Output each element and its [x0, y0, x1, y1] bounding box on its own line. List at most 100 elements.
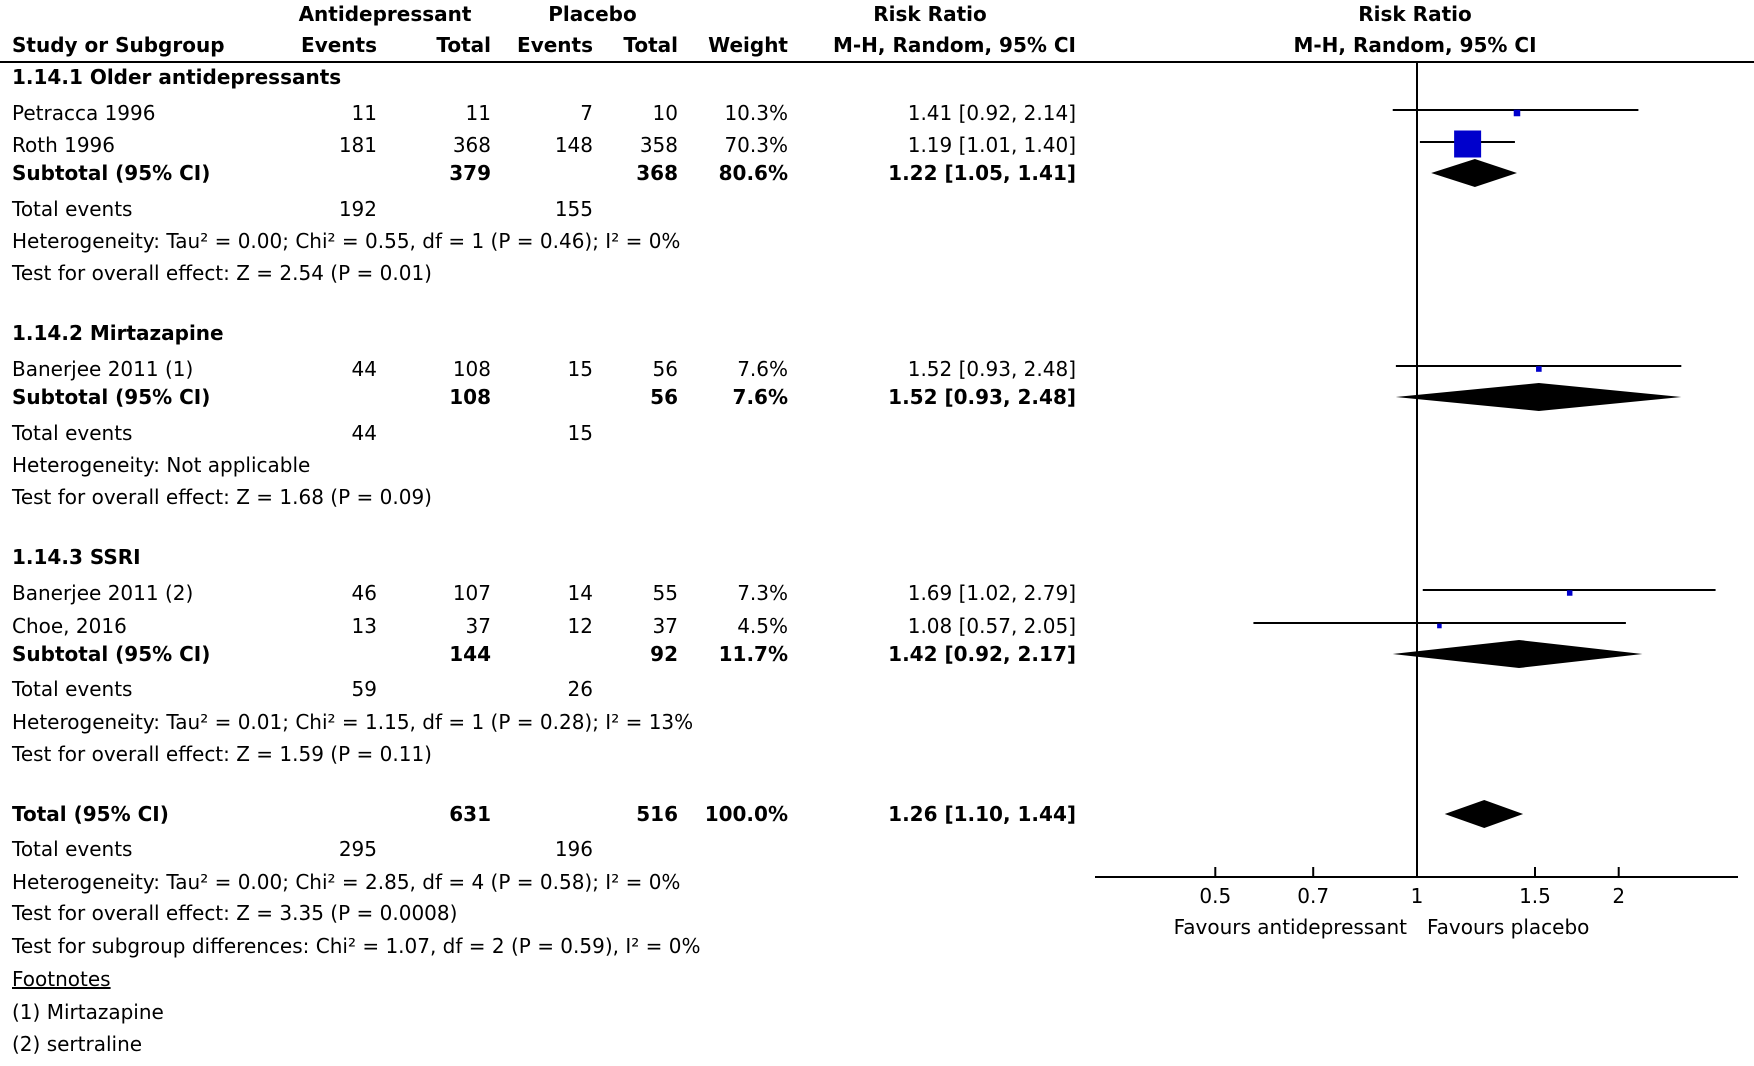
study-marker	[1513, 109, 1521, 117]
cell-pe: 15	[567, 421, 593, 445]
study-name: Banerjee 2011 (1)	[12, 357, 194, 381]
cell-weight: 100.0%	[704, 802, 788, 826]
header-study: Study or Subgroup	[12, 33, 225, 57]
subtotal-label: Subtotal (95% CI)	[12, 642, 211, 666]
cell-weight: 11.7%	[718, 642, 788, 666]
study-name: Petracca 1996	[12, 101, 156, 125]
cell-at: 144	[449, 642, 491, 666]
cell-risk-ratio: 1.52 [0.93, 2.48]	[888, 385, 1076, 409]
study-name: Choe, 2016	[12, 614, 127, 638]
pooled-diamond	[1392, 640, 1643, 668]
x-tick-label: 0.5	[1199, 884, 1231, 908]
cell-at: 107	[452, 581, 491, 605]
header-risk-ratio: Risk Ratio	[873, 2, 987, 26]
text-label: Heterogeneity: Not applicable	[12, 453, 311, 477]
cell-pt: 56	[650, 385, 678, 409]
cell-risk-ratio: 1.22 [1.05, 1.41]	[888, 161, 1076, 185]
cell-ae: 46	[351, 581, 377, 605]
text-label: Heterogeneity: Tau² = 0.00; Chi² = 2.85,…	[12, 870, 681, 894]
header-ad-total: Total	[436, 33, 491, 57]
cell-risk-ratio: 1.26 [1.10, 1.44]	[888, 802, 1076, 826]
cell-at: 379	[449, 161, 491, 185]
cell-weight: 70.3%	[724, 133, 788, 157]
favours-left-label: Favours antidepressant	[1174, 915, 1408, 939]
heading-label: 1.14.1 Older antidepressants	[12, 65, 342, 89]
text-label: Heterogeneity: Tau² = 0.01; Chi² = 1.15,…	[12, 710, 694, 734]
header-antidepressant: Antidepressant	[298, 2, 472, 26]
foothead-label: Footnotes	[12, 967, 111, 991]
cell-pt: 55	[652, 581, 678, 605]
header-weight: Weight	[708, 33, 788, 57]
study-name: Banerjee 2011 (2)	[12, 581, 194, 605]
cell-at: 11	[465, 101, 491, 125]
events-label: Total events	[12, 197, 133, 221]
cell-pt: 56	[652, 357, 678, 381]
cell-pt: 10	[652, 101, 678, 125]
cell-pt: 92	[650, 642, 678, 666]
cell-pe: 7	[580, 101, 593, 125]
cell-ae: 192	[338, 197, 377, 221]
cell-risk-ratio: 1.19 [1.01, 1.40]	[907, 133, 1076, 157]
cell-at: 631	[449, 802, 491, 826]
text-label: Test for overall effect: Z = 3.35 (P = 0…	[12, 901, 458, 925]
header-pl-events: Events	[517, 33, 593, 57]
study-marker	[1454, 130, 1482, 158]
plot-header-risk-ratio: Risk Ratio	[1358, 2, 1472, 26]
events-label: Total events	[12, 837, 133, 861]
text-label: Test for subgroup differences: Chi² = 1.…	[12, 934, 701, 958]
favours-right-label: Favours placebo	[1427, 915, 1589, 939]
events-label: Total events	[12, 421, 133, 445]
cell-pe: 12	[567, 614, 593, 638]
cell-pe: 155	[554, 197, 593, 221]
cell-weight: 80.6%	[718, 161, 788, 185]
cell-ae: 13	[351, 614, 377, 638]
cell-weight: 7.6%	[737, 357, 788, 381]
cell-ae: 59	[351, 677, 377, 701]
header-divider	[0, 61, 1754, 63]
text-label: Test for overall effect: Z = 1.59 (P = 0…	[12, 742, 432, 766]
cell-pe: 196	[554, 837, 593, 861]
x-tick-label: 2	[1612, 884, 1625, 908]
cell-pt: 358	[639, 133, 678, 157]
cell-risk-ratio: 1.42 [0.92, 2.17]	[888, 642, 1076, 666]
subtotal-label: Total (95% CI)	[12, 802, 169, 826]
cell-weight: 4.5%	[737, 614, 788, 638]
pooled-diamond	[1395, 383, 1682, 411]
plot-header-method: M-H, Random, 95% CI	[1293, 33, 1537, 57]
cell-pe: 14	[567, 581, 593, 605]
cell-at: 108	[449, 385, 491, 409]
cell-risk-ratio: 1.69 [1.02, 2.79]	[907, 581, 1076, 605]
text-label: Heterogeneity: Tau² = 0.00; Chi² = 0.55,…	[12, 229, 681, 253]
cell-at: 368	[452, 133, 491, 157]
cell-weight: 7.3%	[737, 581, 788, 605]
text-label: Test for overall effect: Z = 2.54 (P = 0…	[12, 261, 432, 285]
header-pl-total: Total	[623, 33, 678, 57]
cell-pt: 516	[636, 802, 678, 826]
study-marker	[1566, 590, 1573, 596]
cell-risk-ratio: 1.52 [0.93, 2.48]	[907, 357, 1076, 381]
header-placebo: Placebo	[548, 2, 637, 26]
cell-ae: 181	[338, 133, 377, 157]
cell-ae: 44	[351, 357, 377, 381]
heading-label: 1.14.3 SSRI	[12, 545, 141, 569]
study-marker	[1437, 623, 1442, 629]
x-tick-label: 1	[1411, 884, 1424, 908]
cell-weight: 10.3%	[724, 101, 788, 125]
heading-label: 1.14.2 Mirtazapine	[12, 321, 224, 345]
cell-pe: 26	[567, 677, 593, 701]
pooled-diamond	[1431, 159, 1517, 187]
text-label: (2) sertraline	[12, 1032, 143, 1056]
header-rr-method: M-H, Random, 95% CI	[832, 33, 1076, 57]
cell-pe: 15	[567, 357, 593, 381]
header-ad-events: Events	[301, 33, 377, 57]
subtotal-label: Subtotal (95% CI)	[12, 385, 211, 409]
events-label: Total events	[12, 677, 133, 701]
text-label: Test for overall effect: Z = 1.68 (P = 0…	[12, 485, 432, 509]
cell-ae: 44	[351, 421, 377, 445]
cell-risk-ratio: 1.41 [0.92, 2.14]	[907, 101, 1076, 125]
cell-weight: 7.6%	[732, 385, 788, 409]
cell-pt: 37	[652, 614, 678, 638]
cell-risk-ratio: 1.08 [0.57, 2.05]	[907, 614, 1076, 638]
x-tick-label: 0.7	[1297, 884, 1329, 908]
